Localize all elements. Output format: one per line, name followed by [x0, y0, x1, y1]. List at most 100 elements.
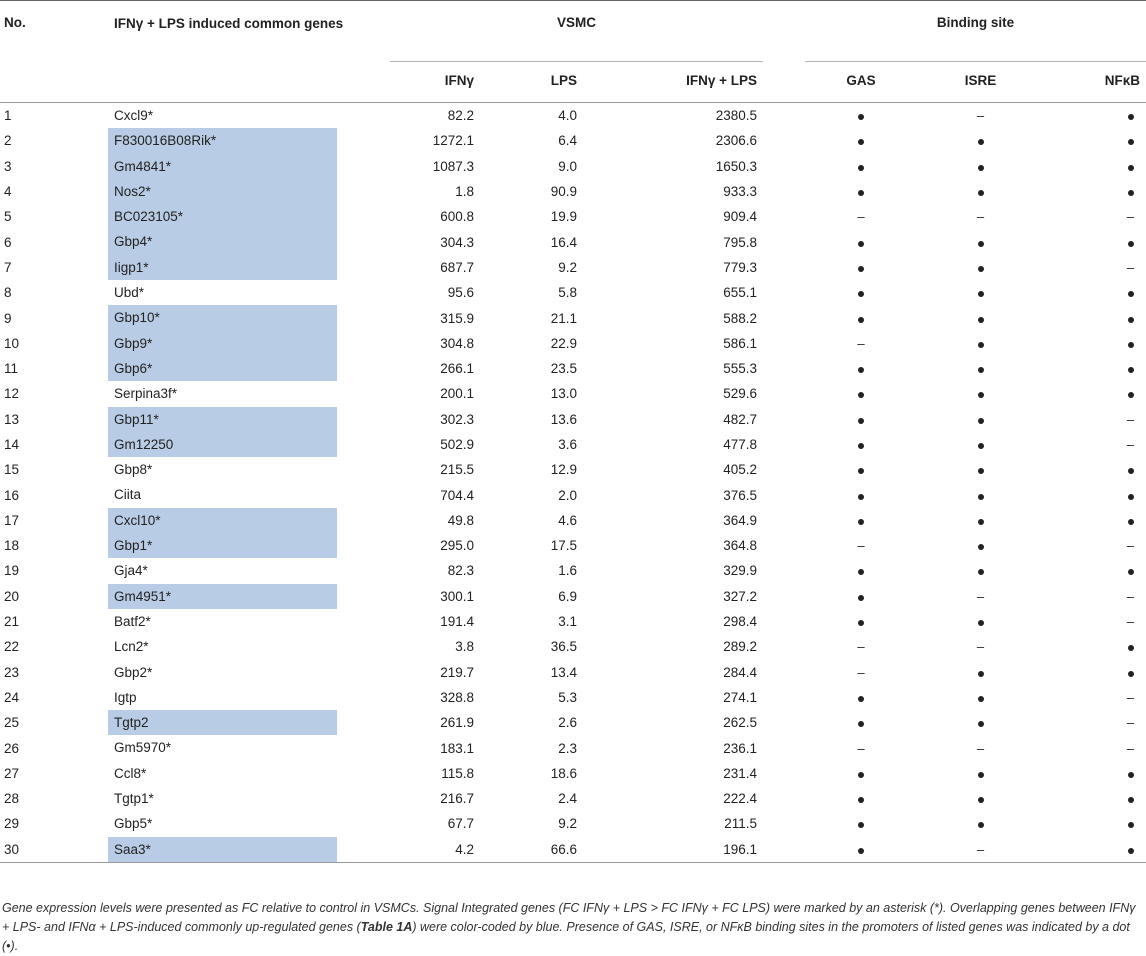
gene-cell: Saa3*: [108, 836, 390, 863]
value-lps: 90.9: [550, 184, 577, 200]
present-dot-icon: [858, 114, 865, 121]
absent-dash: –: [1126, 715, 1135, 731]
value-lps: 36.5: [550, 639, 577, 655]
present-dot-icon: [858, 240, 865, 247]
gene-cell: Gbp5*: [108, 811, 390, 836]
row-number: 27: [4, 765, 20, 781]
value-ifng: 600.8: [440, 209, 474, 225]
value-ifng-lps: 779.3: [723, 259, 758, 275]
gene-cell: Gbp10*: [108, 305, 390, 331]
value-lps: 13.0: [550, 386, 577, 402]
value-ifng-lps: 231.4: [723, 765, 758, 781]
vsmc-group-rule: [390, 61, 764, 62]
binding-isre: [917, 331, 1044, 356]
present-dot-icon: [977, 468, 984, 475]
binding-isre: [917, 407, 1044, 432]
binding-nfkb: [1044, 836, 1146, 863]
binding-nfkb: [1044, 229, 1146, 254]
gap-cell: [763, 154, 805, 179]
gene-cell: Ubd*: [108, 280, 390, 305]
present-dot-icon: [1128, 291, 1135, 298]
present-dot-icon: [858, 417, 865, 424]
absent-dash: –: [857, 538, 865, 554]
absent-dash: –: [1126, 209, 1135, 225]
value-lps: 19.9: [550, 209, 577, 225]
gene-cell: Gbp9*: [108, 330, 390, 356]
binding-nfkb: [1044, 305, 1146, 330]
gene-name: Serpina3f*: [114, 386, 178, 402]
header-gap: [763, 0, 806, 59]
table-row: 25 Tgtp2 261.9 2.6 262.5 –: [0, 710, 1146, 736]
value-lps: 5.8: [558, 285, 577, 301]
gap-cell: [763, 432, 805, 457]
binding-isre: –: [917, 634, 1044, 659]
value-ifng: 95.6: [447, 285, 474, 301]
row-number: 1: [4, 108, 12, 124]
present-dot-icon: [1128, 316, 1135, 323]
value-ifng: 295.0: [440, 538, 474, 554]
binding-isre: –: [917, 836, 1045, 863]
gene-name: F830016B08Rik*: [108, 128, 337, 154]
value-ifng-lps: 655.1: [723, 285, 758, 301]
footnote-table-ref[interactable]: Table 1A: [360, 919, 413, 934]
absent-dash: –: [976, 588, 985, 604]
row-number: 12: [4, 386, 20, 402]
binding-nfkb: –: [1044, 685, 1146, 710]
table-row: 20 Gm4951* 300.1 6.9 327.2 – –: [0, 583, 1146, 609]
value-lps: 9.2: [558, 259, 577, 275]
gap-cell: [763, 457, 805, 482]
value-lps: 2.4: [558, 791, 577, 807]
gap-cell: [763, 204, 805, 229]
present-dot-icon: [858, 468, 865, 475]
gap-cell: [763, 280, 805, 305]
binding-nfkb: [1044, 103, 1146, 129]
value-ifng-lps: 1650.3: [715, 158, 758, 174]
binding-gas: –: [805, 331, 917, 356]
absent-dash: –: [857, 664, 865, 680]
gene-cell: Iigp1*: [108, 254, 390, 281]
present-dot-icon: [858, 822, 865, 829]
header-group-binding: Binding site: [805, 0, 1146, 62]
row-number: 16: [4, 487, 20, 503]
row-number: 30: [0, 836, 108, 863]
binding-gas: [805, 255, 917, 280]
absent-dash: –: [976, 209, 985, 225]
present-dot-icon: [977, 544, 984, 551]
present-dot-icon: [858, 847, 865, 854]
binding-nfkb: [1044, 128, 1146, 153]
present-dot-icon: [977, 139, 984, 146]
row-number: 20: [4, 588, 20, 604]
gene-name: Gbp2*: [114, 664, 153, 680]
value-ifng-lps: 236.1: [723, 740, 758, 756]
value-ifng: 3.8: [455, 639, 474, 655]
gene-cell: Gbp6*: [108, 355, 390, 382]
gene-cell: Gbp8*: [108, 457, 390, 482]
header-group-binding-label: Binding site: [936, 15, 1015, 30]
binding-nfkb: [1044, 179, 1146, 204]
row-number: 7: [4, 259, 12, 275]
value-lps: 6.4: [558, 133, 577, 149]
present-dot-icon: [977, 620, 984, 627]
value-ifng: 4.2: [390, 836, 504, 863]
table-row: 17 Cxcl10* 49.8 4.6 364.9: [0, 507, 1146, 534]
value-ifng-lps: 222.4: [723, 791, 758, 807]
table-row: 4 Nos2* 1.8 90.9 933.3: [0, 178, 1146, 205]
row-number: 23: [4, 664, 20, 680]
gene-name: Gbp11*: [108, 406, 337, 432]
present-dot-icon: [977, 316, 984, 323]
present-dot-icon: [858, 493, 865, 500]
table-row: 24 Igtp 328.8 5.3 274.1 –: [0, 685, 1146, 710]
binding-gas: [805, 457, 917, 482]
present-dot-icon: [858, 695, 865, 702]
present-dot-icon: [1128, 847, 1135, 854]
value-ifng-lps: 482.7: [723, 411, 758, 427]
row-number: 22: [4, 639, 20, 655]
binding-nfkb: [1044, 381, 1146, 406]
value-lps: 1.6: [558, 563, 577, 579]
value-ifng: 266.1: [440, 361, 474, 377]
gene-name: Tgtp2: [108, 710, 337, 736]
value-lps: 2.0: [558, 487, 577, 503]
binding-isre: –: [917, 204, 1044, 229]
gene-cell: Gm5970*: [108, 735, 390, 760]
value-ifng: 300.1: [440, 588, 474, 604]
